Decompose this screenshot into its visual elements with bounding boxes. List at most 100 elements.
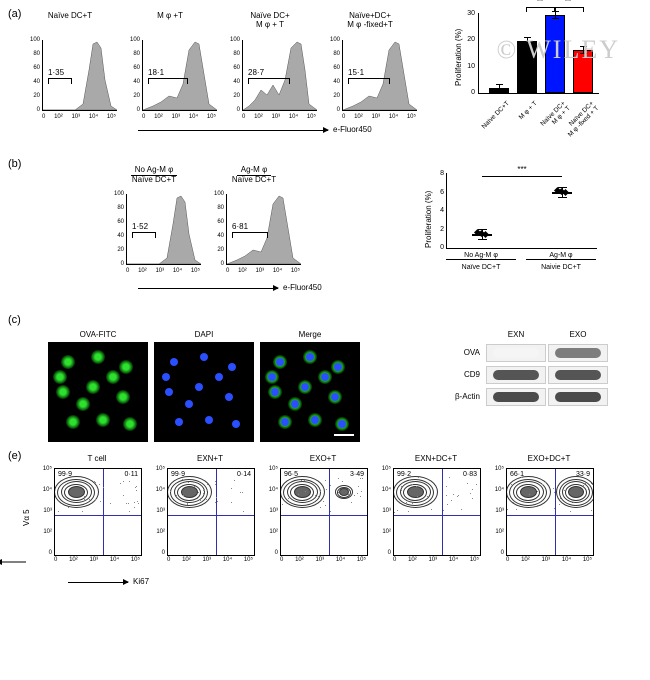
y-ticks: 100806040200 [126,37,140,113]
histogram-title: Naïve+DC+M φ -fixed+T [324,12,416,30]
flow-area: 96·5 3·49 [280,468,368,556]
panel-c: (c) OVA-FITC DAPI Merge EXNEXOOVACD9β-Acti… [8,314,642,444]
blot-band [555,370,601,380]
blot-lane [548,388,608,406]
blot-row-label: β-Actin [440,392,480,401]
blot-lane [486,388,546,406]
histogram-title: No Ag-M φNaïve DC+T [108,166,200,185]
x-ticks: 010²10³10⁴10⁵ [126,268,200,274]
histogram: Naïve+DC+M φ -fixed+T100806040200010²10³… [324,40,416,130]
flow-xlabel: Ki67 [133,577,149,586]
gate-bracket [148,78,188,84]
flow-xticks: 010²10³10⁴10⁵ [167,557,253,563]
flow-x-axis-arrow [68,582,128,583]
quad-ul: 66·1 [510,471,524,478]
microscopy-image [48,342,148,442]
quad-ur: 0·11 [125,471,139,478]
western-blot: EXNEXOOVACD9β-Actin [448,330,608,420]
sig-bracket [554,7,584,12]
sig-label: *** [502,165,542,174]
flow-plot: T cell99·90·1110⁵10⁴10³10²0010²10³10⁴10⁵ [36,468,141,573]
bar-xlabel: Naïve DC+T [481,100,511,130]
scatter-axes: *** [446,173,597,249]
blot-band [555,348,601,358]
gate-bracket [48,78,72,84]
flow-plot: EXO+DC+T66·133·910⁵10⁴10³10²0010²10³10⁴1… [488,468,593,573]
quad-ul: 96·5 [284,471,298,478]
blot-band [493,348,539,358]
barchart-a: Proliferation (%) 3020100 **** Naïve DC+… [448,8,608,128]
flow-title: EXO+DC+T [506,454,592,463]
quad-ur: 33·9 [576,471,590,478]
flow-xticks: 010²10³10⁴10⁵ [54,557,140,563]
flow-yticks: 10⁵10⁴10³10²0 [36,466,52,556]
quad-ul: 99·9 [171,471,185,478]
microscopy-panel: DAPI [154,330,254,442]
microscopy-panel: OVA-FITC [48,330,148,442]
histogram: Naïve DC+T100806040200010²10³10⁴10⁵1·35 [24,40,116,130]
group-label-bot: Naïve DC+T [446,264,516,271]
flow-area: 99·9 0·14 [167,468,255,556]
flow-title: EXN+DC+T [393,454,479,463]
data-point [562,189,569,196]
x-ticks: 010²10³10⁴10⁵ [242,114,316,120]
flow-yticks: 10⁵10⁴10³10²0 [375,466,391,556]
panel-a: (a) Naïve DC+T100806040200010²10³10⁴10⁵1… [8,8,642,148]
blot-col-header: EXN [488,330,544,339]
watermark: © WILEY [496,35,620,65]
flow-yticks: 10⁵10⁴10³10²0 [262,466,278,556]
histogram: M φ +T100806040200010²10³10⁴10⁵18·1 [124,40,216,130]
quad-ur: 3·49 [350,471,364,478]
flow-ylabel: Vα 5 [22,509,31,526]
gate-value: 1·52 [132,222,148,231]
flow-yticks: 10⁵10⁴10³10²0 [488,466,504,556]
flow-yticks: 10⁵10⁴10³10²0 [149,466,165,556]
flow-plot: EXN+DC+T99·20·8310⁵10⁴10³10²0010²10³10⁴1… [375,468,480,573]
panel-e-label: (e) [8,450,21,462]
microscopy-image [260,342,360,442]
flow-area: 99·2 0·83 [393,468,481,556]
y-ticks: 100806040200 [26,37,40,113]
microscopy-panel: Merge [260,330,360,442]
x-axis-arrow-b [138,288,278,289]
scatter-yticks: 86420 [432,170,444,251]
microscopy-image [154,342,254,442]
microscopy-title: DAPI [154,330,254,342]
x-axis-arrow-a [138,130,328,131]
bar [489,88,509,93]
gate-bracket [232,232,268,238]
panel-b: (b) No Ag-M φNaïve DC+T100806040200010²1… [8,158,642,308]
panel-b-label: (b) [8,158,21,170]
bar-xlabel: M φ + T [518,100,539,121]
histogram: No Ag-M φNaïve DC+T100806040200010²10³10… [108,194,200,284]
gate-bracket [348,78,390,84]
x-ticks: 010²10³10⁴10⁵ [226,268,300,274]
scalebar [334,434,354,436]
y-ticks: 100806040200 [226,37,240,113]
quad-ur: 0·83 [463,471,477,478]
x-ticks: 010²10³10⁴10⁵ [42,114,116,120]
flow-title: EXO+T [280,454,366,463]
gate-bracket [248,78,290,84]
panel-a-label: (a) [8,8,21,20]
data-point [482,231,489,238]
histogram-title: M φ +T [124,12,216,21]
flow-area: 99·9 0·11 [54,468,142,556]
quad-ul: 99·9 [58,471,72,478]
group-label-bot: Naivie DC+T [526,264,596,271]
quad-ul: 99·2 [397,471,411,478]
quad-ur: 0·14 [237,471,251,478]
x-ticks: 010²10³10⁴10⁵ [142,114,216,120]
flow-title: EXN+T [167,454,253,463]
group-label-top: Ag-M φ [526,252,596,260]
gate-value: 28·7 [248,68,264,77]
flow-xticks: 010²10³10⁴10⁵ [280,557,366,563]
blot-band [493,392,539,402]
panel-c-label: (c) [8,314,21,326]
sig-label: ** [554,0,582,6]
blot-band [493,370,539,380]
blot-row-label: CD9 [440,370,480,379]
microscopy-title: OVA-FITC [48,330,148,342]
group-label-top: No Ag-M φ [446,252,516,260]
blot-band [555,392,601,402]
